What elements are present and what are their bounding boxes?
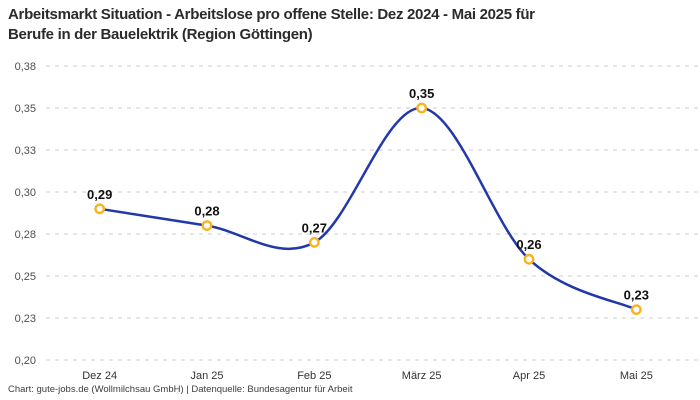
data-point-label: 0,28 (194, 204, 219, 219)
data-point-marker[interactable] (94, 203, 106, 215)
x-axis-label: Jan 25 (190, 370, 223, 382)
x-axis-label: Mai 25 (620, 370, 653, 382)
y-axis-tick-label: 0,38 (15, 61, 36, 73)
data-point-marker[interactable] (630, 304, 642, 315)
x-axis-label: März 25 (402, 370, 442, 382)
x-axis-label: Apr 25 (513, 370, 545, 382)
x-axis-label: Feb 25 (297, 370, 331, 382)
data-point-label: 0,23 (624, 288, 649, 303)
y-axis-tick-label: 0,30 (15, 187, 36, 199)
y-axis-tick-label: 0,25 (15, 271, 36, 283)
data-point-marker[interactable] (416, 102, 428, 114)
data-point-label: 0,26 (516, 237, 541, 252)
data-point-label: 0,27 (302, 220, 327, 235)
data-point-marker[interactable] (201, 220, 213, 232)
y-axis-tick-label: 0,35 (15, 103, 36, 115)
y-axis-tick-label: 0,33 (15, 145, 36, 157)
chart-footer: Chart: gute-jobs.de (Wollmilchsau GmbH) … (8, 384, 353, 395)
y-axis-tick-label: 0,23 (15, 313, 36, 325)
x-axis-label: Dez 24 (82, 370, 117, 382)
data-point-marker[interactable] (308, 236, 320, 248)
chart-title-line1: Arbeitsmarkt Situation - Arbeitslose pro… (8, 6, 535, 23)
data-point-marker[interactable] (523, 253, 535, 265)
data-point-label: 0,35 (409, 86, 434, 101)
data-series-line (98, 106, 638, 311)
y-axis-tick-label: 0,28 (15, 229, 36, 241)
data-point-label: 0,29 (87, 187, 112, 202)
chart-title-line2: Berufe in der Bauelektrik (Region Göttin… (8, 25, 313, 43)
chart-title: Arbeitsmarkt Situation - Arbeitslose pro… (8, 5, 680, 45)
y-axis-tick-label: 0,20 (15, 355, 36, 367)
